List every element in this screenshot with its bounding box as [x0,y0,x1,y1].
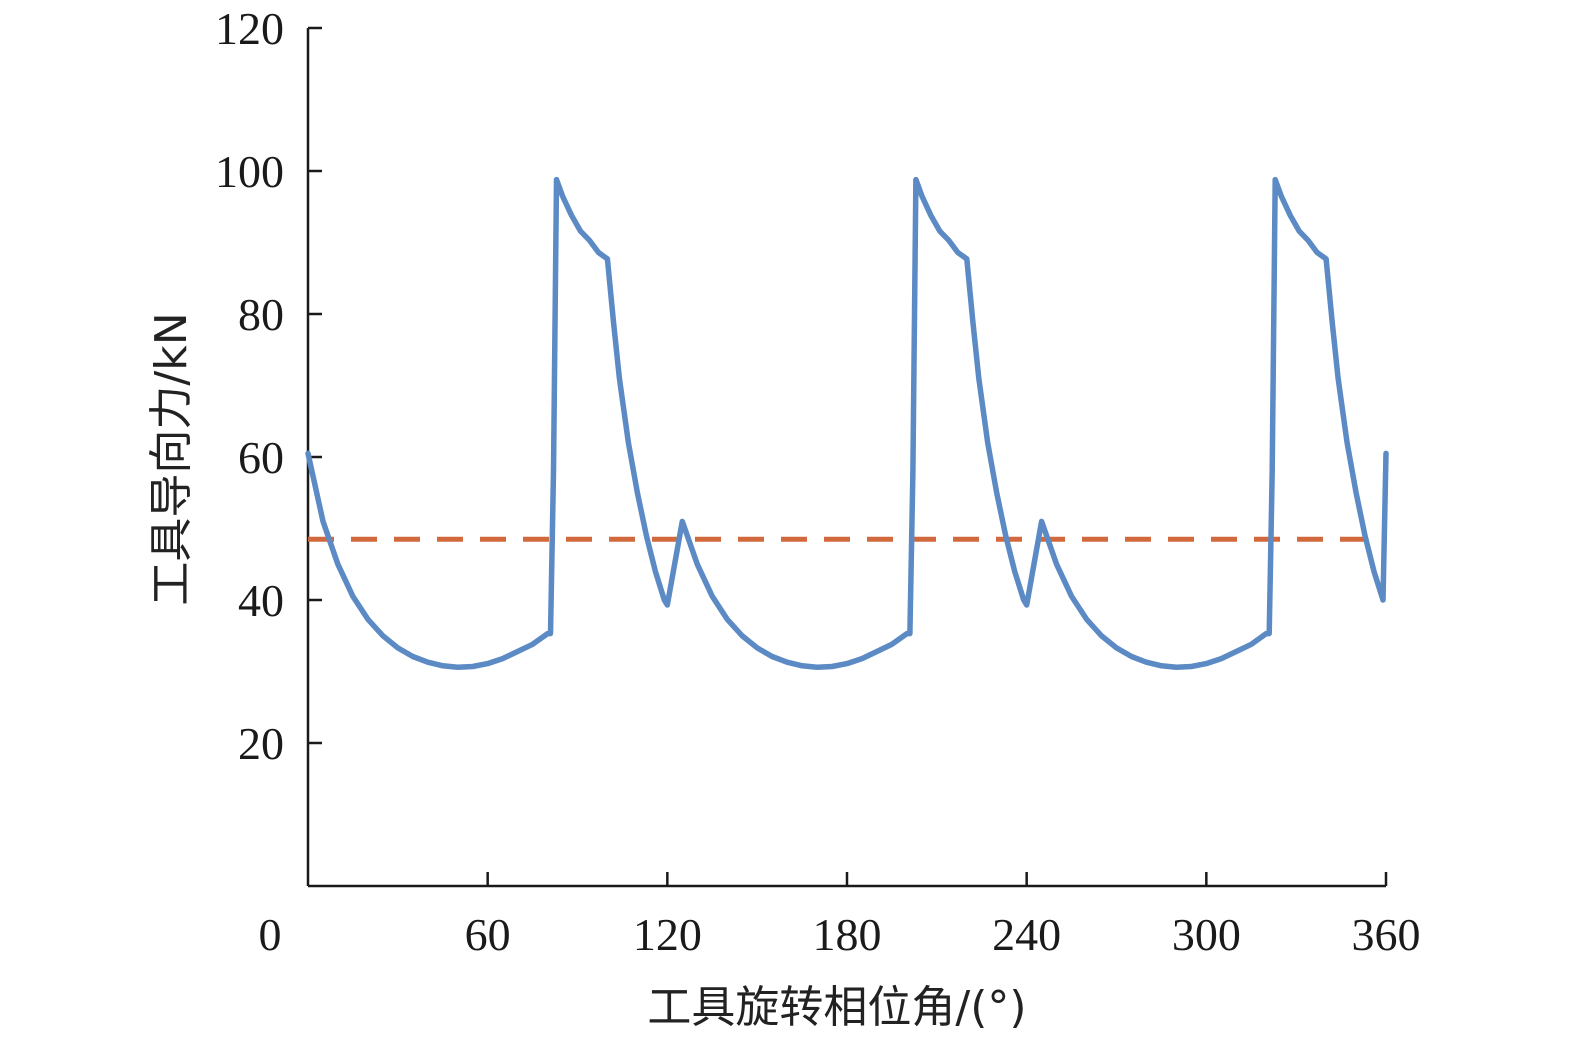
y-tick-label: 100 [215,146,284,197]
axes [306,28,1386,888]
y-tick-label: 60 [238,432,284,483]
x-tick-label: 240 [992,909,1061,960]
x-tick-label: 0 [259,909,282,960]
y-axis-title: 工具导向力/kN [146,312,197,605]
x-tick-label: 60 [465,909,511,960]
y-tick-label: 40 [238,575,284,626]
x-tick-label: 360 [1352,909,1421,960]
y-tick-label: 20 [238,718,284,769]
x-axis-title: 工具旋转相位角/(°) [647,982,1026,1033]
y-tick-label: 80 [238,289,284,340]
series-guide-force-line [305,176,1389,670]
y-tick-label: 120 [215,3,284,54]
x-tick-label: 300 [1172,909,1241,960]
x-tick-label: 180 [813,909,882,960]
series [305,176,1389,670]
x-tick-label: 120 [633,909,702,960]
ticks: 20 40 60 80 100 120 0 60 120 180 240 300 360 [215,3,1421,960]
